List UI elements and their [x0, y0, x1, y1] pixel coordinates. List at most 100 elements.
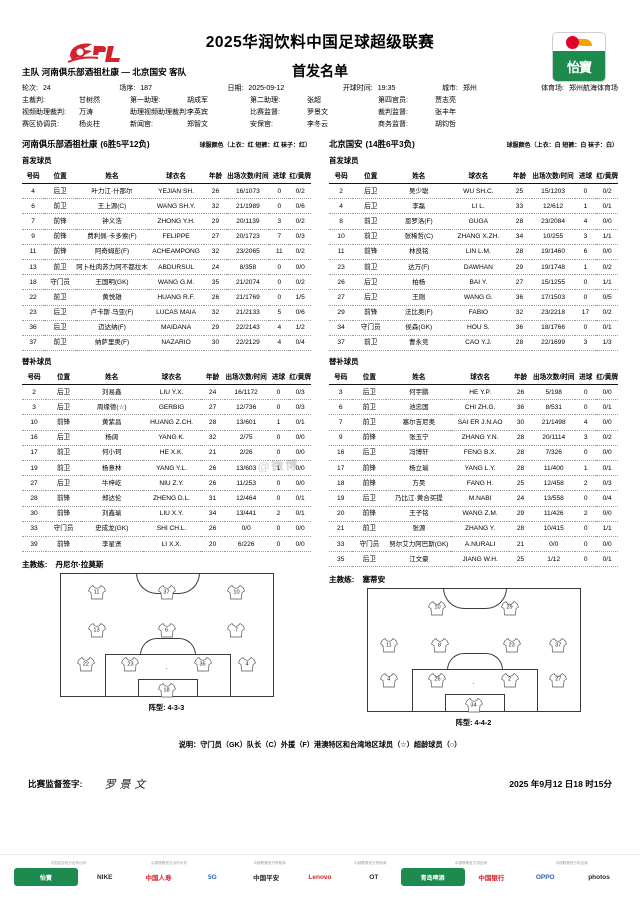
pitch-shirt-13: 13 — [87, 622, 107, 639]
cell-shirt: YANG K. — [142, 430, 201, 446]
table-row: 4 后卫 叶力江·什那尔 YEJIAN SH. 26 16/1073 0 0/2 — [22, 183, 311, 200]
sponsor-logo: OPPO — [535, 873, 555, 881]
cell-cards: 0/3 — [289, 229, 311, 245]
away-subs-body: 3 后卫 何宇鹏 HE Y.P. 26 5/198 0 0/0 6 前卫 池忠国 CHI ZH.G. 3… — [329, 384, 618, 568]
cell-age: 36 — [507, 289, 532, 306]
pitch-corner-right — [265, 689, 274, 698]
sponsor-logos: 怡寶 NIKE 中国人寿 5G 中国平安 Lenovo OT 青岛啤酒 中国银行 OPPO phot… — [0, 866, 640, 886]
cell-name: 卢卡斯·马亚(F) — [76, 305, 148, 321]
cell-cards: 1/5 — [289, 289, 311, 306]
cell-name: 努尔艾力阿巴斯(GK) — [386, 536, 452, 553]
cell-pos: 守门员 — [46, 521, 81, 537]
table-row: 35 后卫 江文豪 JIANG W.H. 25 1/12 0 0/1 — [329, 551, 618, 568]
meta-label-press: 新闻官: — [130, 121, 153, 128]
table-row: 18 前锋 方昊 FANG H. 25 12/458 2 0/3 — [329, 475, 618, 492]
cell-age: 24 — [204, 259, 227, 276]
cell-shirt: DAWHAN — [449, 259, 508, 276]
cell-name: 江文豪 — [386, 551, 452, 568]
cell-age: 35 — [204, 274, 227, 291]
cell-name: 阿卜杜肉苏力阿不都拉木 — [76, 259, 148, 276]
meta-value-stadium: 郑州航海体育场 — [569, 85, 619, 92]
meta-label-security: 安保官: — [250, 121, 273, 128]
home-team-record: (6胜5平12负) — [100, 139, 150, 149]
cell-pos: 后卫 — [44, 305, 77, 321]
cell-name: 史成龙(GK) — [81, 521, 143, 537]
signature-label: 比赛监督签字: — [28, 779, 83, 790]
cell-name: 王上源(C) — [76, 198, 148, 215]
cell-num: 28 — [22, 490, 47, 507]
pitch-shirt-6: 6 — [157, 622, 177, 639]
cell-num: 37 — [329, 335, 354, 352]
cell-apps: 22/2143 — [226, 320, 270, 336]
table-row: 2 后卫 吴少聪 WU SH.C. 25 15/1203 0 0/2 — [329, 183, 618, 200]
cell-cards: 1/1 — [596, 521, 618, 537]
cell-goals: 0 — [574, 274, 597, 291]
cell-goals: 0 — [269, 259, 290, 276]
cell-num: 33 — [329, 536, 353, 553]
cell-apps: 18/1766 — [531, 320, 575, 336]
pitch-shirt-number: 13 — [93, 627, 100, 634]
cell-age: 34 — [200, 506, 225, 522]
cell-pos: 后卫 — [46, 475, 81, 492]
cell-apps: 21/1989 — [226, 198, 270, 215]
cell-age: 20 — [200, 536, 225, 553]
cell-goals: 0 — [267, 445, 290, 462]
away-formation-label: 阵型: — [455, 718, 473, 728]
home-subs-table: 号码 位置 姓名 球衣名 年龄 出场次数/时间 进球 红/黄牌 2 后卫 刘易鑫 LI… — [22, 369, 311, 553]
table-row: 37 前卫 曹永竞 CAO Y.J. 28 22/1699 3 1/3 — [329, 335, 618, 352]
cell-pos: 后卫 — [352, 445, 387, 462]
pitch-shirt-37: 37 — [548, 637, 568, 654]
legend-text: 说明：守门员（GK）队长（C）外援（F）港澳特区和台湾地区球员（☆）超龄球员（○… — [178, 740, 462, 750]
cell-goals: 11 — [269, 244, 290, 260]
table-row: 6 前卫 池忠国 CHI ZH.G. 36 8/531 0 0/1 — [329, 399, 618, 416]
cell-cards: 0/0 — [596, 445, 618, 462]
cell-shirt: JIANG W.H. — [451, 551, 509, 568]
cell-shirt: A.NURALI — [451, 536, 509, 553]
cell-cards: 0/2 — [289, 213, 311, 230]
th-age: 年龄 — [204, 168, 227, 184]
cell-name: 柏杨 — [388, 274, 450, 291]
sponsor-caption: 中超联赛官方供应商 — [454, 861, 488, 865]
home-formation-line: 阵型: 4-3-3 — [22, 703, 311, 713]
table-row: 16 后卫 杨阔 YANG K. 32 2/75 0 0/0 — [22, 430, 311, 446]
cell-shirt: HUANG R.F. — [147, 289, 205, 306]
meta-value-ar1: 胡成军 — [187, 97, 208, 104]
th-goals: 进球 — [575, 369, 597, 386]
table-row: 11 前锋 林良铭 LIN L.M. 28 19/1460 6 0/0 — [329, 244, 618, 260]
home-team-name: 河南俱乐部酒祖杜康 — [22, 139, 98, 149]
cell-apps: 12/464 — [224, 490, 268, 507]
pitch-shirt-4: 4 — [237, 656, 257, 673]
cell-num: 3 — [329, 384, 353, 401]
cell-pos: 前锋 — [46, 490, 81, 507]
cell-age: 27 — [200, 399, 225, 416]
cell-age: 26 — [200, 521, 225, 537]
home-subs-body: 2 后卫 刘易鑫 LIU Y.X. 24 16/1172 0 0/3 3 后卫 周缘德(☆) GERB… — [22, 384, 311, 553]
cell-pos: 前卫 — [46, 460, 81, 477]
cell-age: 32 — [507, 305, 532, 321]
sponsor-logo: 怡寶 — [14, 868, 78, 886]
pitch-shirt-number: 18 — [163, 687, 170, 694]
cell-name: 郑达伦 — [81, 490, 143, 507]
pitch-shirt-11: 11 — [379, 637, 399, 654]
cell-cards: 0/1 — [596, 320, 618, 336]
cell-goals: 0 — [269, 183, 290, 200]
cell-pos: 前卫 — [353, 213, 389, 230]
cell-cards: 0/0 — [289, 475, 311, 492]
cell-apps: 21/1498 — [532, 414, 576, 431]
th-name: 姓名 — [388, 168, 450, 184]
pitch-shirt-number: 34 — [470, 702, 477, 709]
cell-pos: 守门员 — [353, 320, 389, 336]
cell-goals: 2 — [575, 506, 597, 522]
cell-apps: 2/75 — [224, 430, 268, 446]
cell-name: 杨立瑜 — [386, 460, 452, 477]
meta-label-round: 轮次: — [22, 85, 38, 92]
home-away-label: 主队 — [22, 67, 40, 77]
cell-num: 18 — [329, 475, 353, 492]
home-team-header: 河南俱乐部酒祖杜康 (6胜5平12负) 球服颜色（上衣：红 短裤：红 袜子：红） — [22, 138, 311, 150]
pitch-six-yard-box — [444, 694, 505, 713]
cell-name: 王国明(GK) — [76, 274, 148, 291]
pitch-shirt-number: 29 — [506, 604, 513, 611]
table-row: 6 前卫 王上源(C) WANG SH.Y. 32 21/1989 0 0/6 — [22, 198, 311, 215]
meta-value-fourth: 贾志亮 — [435, 97, 456, 104]
cell-apps: 17/1503 — [531, 289, 575, 306]
